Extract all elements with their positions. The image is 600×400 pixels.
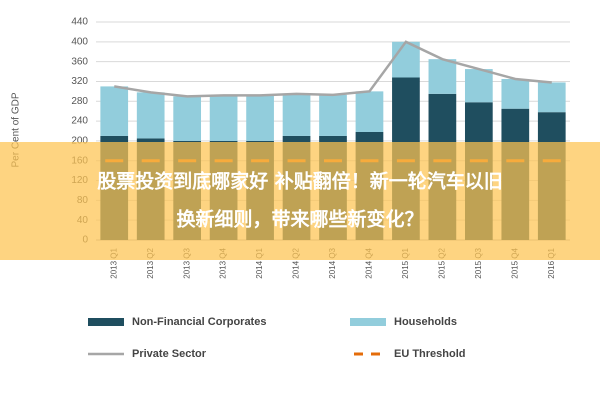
x-tick-label: 2015 Q2 <box>437 247 446 278</box>
x-tick-label: 2015 Q1 <box>401 247 410 278</box>
legend-swatch <box>88 318 124 326</box>
x-tick-label: 2014 Q3 <box>328 247 337 278</box>
y-tick-label: 360 <box>71 56 88 67</box>
x-tick-label: 2013 Q3 <box>182 247 191 278</box>
bar-segment <box>537 82 566 113</box>
banner <box>0 142 600 260</box>
line <box>114 40 552 98</box>
y-tick-label: 200 <box>71 136 88 147</box>
bar-segment <box>173 96 202 141</box>
bar-segment <box>136 92 165 139</box>
y-tick-label: 280 <box>71 96 88 107</box>
bar-segment <box>464 69 493 103</box>
banner-text: 换新细则，带来哪些新变化？ <box>176 208 423 231</box>
legend-label: Households <box>394 316 457 328</box>
bar-segment <box>501 78 530 109</box>
bar-segment <box>100 86 129 136</box>
y-tick-label: 400 <box>71 36 88 47</box>
x-tick-label: 2015 Q4 <box>510 247 519 278</box>
x-tick-label: 2013 Q2 <box>146 247 155 278</box>
y-tick-label: 320 <box>71 76 88 87</box>
bar-segment <box>282 93 311 136</box>
bar-segment <box>428 59 457 94</box>
banner-text: 股票投资到底哪家好 补贴翻倍！新一轮汽车以旧 <box>97 170 503 193</box>
bar-segment <box>209 95 238 141</box>
y-tick-label: 440 <box>71 17 88 28</box>
bar-segment <box>246 95 274 141</box>
bar-segment <box>355 91 384 132</box>
y-tick-label: 240 <box>71 116 88 127</box>
legend-label: Non-Financial Corporates <box>132 316 266 328</box>
x-tick-label: 2014 Q1 <box>255 247 264 278</box>
x-tick-label: 2015 Q3 <box>474 247 483 278</box>
x-tick-label: 2013 Q4 <box>219 247 228 278</box>
x-tick-label: 2016 Q1 <box>547 247 556 278</box>
x-tick-label: 2014 Q4 <box>365 247 374 278</box>
legend-label: Private Sector <box>132 348 207 360</box>
bar-segment <box>319 94 347 136</box>
legend-label: EU Threshold <box>394 348 466 360</box>
bar-segment <box>392 41 420 78</box>
legend-swatch <box>350 318 386 326</box>
y-axis-label: Per Cent of GDP <box>11 92 22 167</box>
x-tick-label: 2014 Q2 <box>292 247 301 278</box>
x-tick-label: 2013 Q1 <box>109 247 118 278</box>
